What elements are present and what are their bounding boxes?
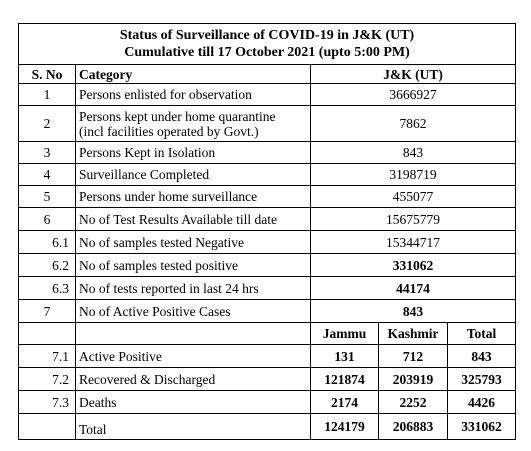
subheader-kashmir: Kashmir <box>378 322 448 345</box>
row-sno: 3 <box>18 141 76 164</box>
row-category: Surveillance Completed <box>75 163 311 186</box>
row-value: 44174 <box>309 276 517 300</box>
row-jammu: 121874 <box>310 367 379 391</box>
row-sno: 1 <box>18 83 76 106</box>
header-value: J&K (UT) <box>309 64 517 84</box>
row-kashmir: 712 <box>378 344 448 368</box>
subheader-jammu: Jammu <box>310 322 379 345</box>
table-row: 6.3 No of tests reported in last 24 hrs … <box>18 276 517 300</box>
row-category: Persons kept under home quarantine (incl… <box>75 105 311 142</box>
row-sno: 6.1 <box>18 230 76 254</box>
row-category-line-1: Persons kept under home quarantine <box>79 108 276 124</box>
row-kashmir: 203919 <box>378 367 448 391</box>
row-value: 15344717 <box>309 230 517 254</box>
subheader-row: Jammu Kashmir Total <box>18 322 517 345</box>
table-row: 1 Persons enlisted for observation 36669… <box>18 83 517 106</box>
row-category: Persons enlisted for observation <box>75 83 311 106</box>
row-total: 325793 <box>446 367 517 391</box>
row-sno: 7.2 <box>18 367 76 391</box>
surveillance-table: Status of Surveillance of COVID-19 in J&… <box>17 23 517 440</box>
row-category: No of Test Results Available till date <box>75 207 311 231</box>
row-value: 3666927 <box>309 83 517 106</box>
subheader-blank-sno <box>18 322 76 345</box>
row-value: 331062 <box>309 253 517 277</box>
row-sno: 6.2 <box>18 253 76 277</box>
row-total: 4426 <box>446 390 517 414</box>
total-label: Total <box>75 413 311 440</box>
header-row: S. No Category J&K (UT) <box>18 64 517 84</box>
row-value: 843 <box>309 299 517 323</box>
row-category: Persons Kept in Isolation <box>75 141 311 164</box>
row-value: 3198719 <box>309 163 517 186</box>
row-total: 843 <box>446 344 517 368</box>
subheader-total: Total <box>446 322 517 345</box>
row-value: 7862 <box>309 105 517 142</box>
row-category: No of Active Positive Cases <box>75 299 311 323</box>
total-blank-sno <box>18 413 76 440</box>
title-row: Status of Surveillance of COVID-19 in J&… <box>17 23 517 65</box>
row-sno: 6.3 <box>18 276 76 300</box>
table-row: 7 No of Active Positive Cases 843 <box>18 299 517 323</box>
table-title: Status of Surveillance of COVID-19 in J&… <box>17 23 517 65</box>
header-sno: S. No <box>18 64 76 84</box>
title-line-1: Status of Surveillance of COVID-19 in J&… <box>119 28 415 43</box>
total-row: Total 124179 206883 331062 <box>18 413 517 440</box>
row-category: No of tests reported in last 24 hrs <box>75 276 311 300</box>
row-category: Persons under home surveillance <box>75 185 311 208</box>
table-row: 5 Persons under home surveillance 455077 <box>18 185 517 208</box>
row-kashmir: 2252 <box>378 390 448 414</box>
row-value: 15675779 <box>309 207 517 231</box>
total-kashmir: 206883 <box>378 413 448 440</box>
row-category-line-2: (incl facilities operated by Govt.) <box>79 123 259 139</box>
table-row: 6.1 No of samples tested Negative 153447… <box>18 230 517 254</box>
table-row: 3 Persons Kept in Isolation 843 <box>18 141 517 164</box>
row-category: No of samples tested Negative <box>75 230 311 254</box>
row-value: 843 <box>309 141 517 164</box>
row-sno: 7 <box>18 299 76 323</box>
row-category: No of samples tested positive <box>75 253 311 277</box>
total-total: 331062 <box>446 413 517 440</box>
table-row: 6 No of Test Results Available till date… <box>18 207 517 231</box>
sub-table-row: 7.1 Active Positive 131 712 843 <box>18 344 517 368</box>
title-line-2: Cumulative till 17 October 2021 (upto 5:… <box>124 45 410 60</box>
covid-surveillance-document: Status of Surveillance of COVID-19 in J&… <box>17 23 517 440</box>
row-sno: 6 <box>18 207 76 231</box>
row-jammu: 131 <box>310 344 379 368</box>
subheader-blank-category <box>75 322 311 345</box>
row-sno: 5 <box>18 185 76 208</box>
row-sno: 4 <box>18 163 76 186</box>
row-jammu: 2174 <box>310 390 379 414</box>
table-row: 4 Surveillance Completed 3198719 <box>18 163 517 186</box>
row-sno: 7.1 <box>18 344 76 368</box>
row-category: Recovered & Discharged <box>75 367 311 391</box>
row-value: 455077 <box>309 185 517 208</box>
table-row: 6.2 No of samples tested positive 331062 <box>18 253 517 277</box>
sub-table-row: 7.2 Recovered & Discharged 121874 203919… <box>18 367 517 391</box>
sub-table-row: 7.3 Deaths 2174 2252 4426 <box>18 390 517 414</box>
total-jammu: 124179 <box>310 413 379 440</box>
row-category: Active Positive <box>75 344 311 368</box>
header-category: Category <box>75 64 311 84</box>
row-sno: 7.3 <box>18 390 76 414</box>
row-category: Deaths <box>75 390 311 414</box>
row-sno: 2 <box>18 105 76 142</box>
table-row: 2 Persons kept under home quarantine (in… <box>18 105 517 142</box>
